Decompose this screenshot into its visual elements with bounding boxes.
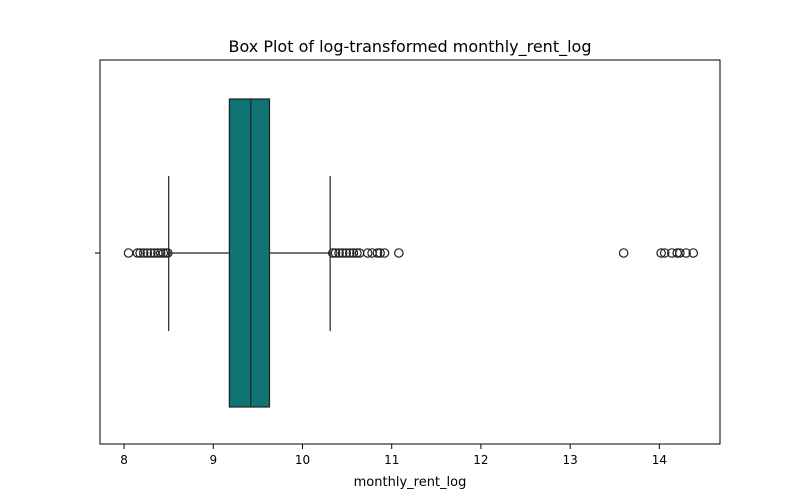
outlier-point: [352, 248, 362, 258]
outlier-point: [330, 248, 341, 258]
outlier-point: [123, 248, 134, 258]
outlier-point: [618, 248, 629, 258]
x-axis-label: monthly_rent_log: [354, 475, 467, 490]
x-tick-label: 9: [209, 453, 217, 467]
outlier-point: [328, 248, 338, 258]
outlier-point: [337, 248, 348, 258]
outlier-point: [132, 248, 143, 258]
outlier-point: [394, 248, 404, 258]
outlier-point: [348, 248, 359, 258]
x-tick-label: 14: [652, 453, 667, 467]
outlier-point: [334, 248, 344, 258]
outlier-point: [155, 248, 166, 258]
x-tick-label: 8: [120, 453, 128, 467]
outlier-point: [162, 248, 173, 258]
plot-frame: [99, 59, 721, 445]
x-tick-label: 10: [295, 453, 310, 467]
outlier-point: [341, 248, 352, 258]
outlier-point: [688, 248, 699, 258]
x-tick-label: 12: [473, 453, 488, 467]
outlier-point: [138, 248, 149, 258]
outlier-point: [146, 248, 156, 258]
iqr-box: [228, 98, 271, 408]
outlier-point: [158, 248, 169, 258]
x-tick-label: 13: [562, 453, 577, 467]
outlier-point: [344, 248, 355, 258]
outlier-point: [362, 248, 373, 258]
outlier-point: [142, 248, 153, 258]
outlier-point: [656, 248, 666, 258]
x-axis: 8 9 10 11 12 13 14: [120, 444, 667, 467]
outlier-point: [372, 248, 383, 258]
chart-marks: [123, 98, 699, 408]
chart-title: Box Plot of log-transformed monthly_rent…: [229, 37, 592, 57]
outlier-point: [375, 248, 385, 258]
outlier-point: [135, 248, 145, 258]
x-tick-label: 11: [384, 453, 399, 467]
outlier-point: [675, 248, 685, 258]
outlier-point: [379, 248, 390, 258]
outlier-point: [659, 248, 670, 258]
outlier-point: [681, 248, 691, 258]
